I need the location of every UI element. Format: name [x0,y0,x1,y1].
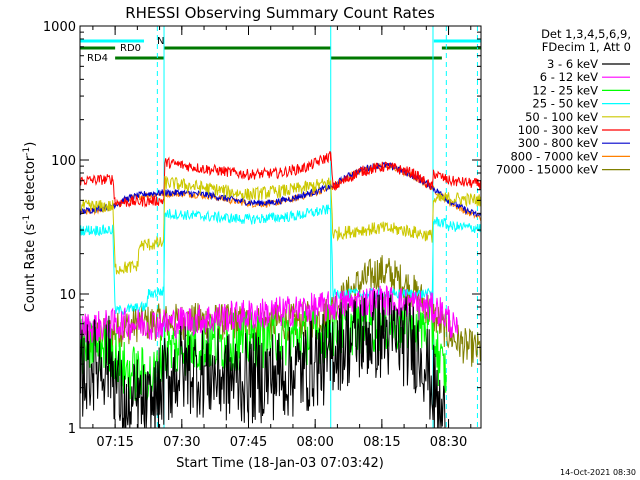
y-tick-label: 1000 [43,20,76,35]
flag-bars: N RD0 RD4 [80,36,481,64]
flag-label-n: N [157,36,164,47]
legend-entry-label: 12 - 25 keV [532,83,598,97]
flag-label-rd0: RD0 [120,43,141,54]
legend-entry-label: 800 - 7000 keV [510,149,598,163]
series-line-5 [79,151,482,209]
series-line-0 [79,291,447,429]
generation-timestamp: 14-Oct-2021 08:30 [560,468,636,477]
y-axis: 1 10 100 1000 [43,20,481,437]
legend-entry-label: 100 - 300 keV [518,123,598,137]
x-axis-label: Start Time (18-Jan-03 07:03:42) [176,456,384,471]
x-tick-label: 08:30 [430,435,467,450]
flag-label-rd4: RD4 [87,53,108,64]
legend: Det 1,3,4,5,6,9, FDecim 1, Att 0 3 - 6 k… [496,27,631,177]
chart-title: RHESSI Observing Summary Count Rates [125,4,435,22]
y-tick-label: 10 [59,288,76,303]
x-tick-label: 07:30 [163,435,200,450]
series-line-1 [79,285,458,344]
legend-entry-label: 3 - 6 keV [547,57,598,71]
x-axis: 07:15 07:30 07:45 08:00 08:15 08:30 [92,26,472,450]
y-axis-label: Count Rate (s-1 detector-1) [22,142,38,313]
legend-entry-label: 7000 - 15000 keV [496,163,598,177]
legend-entry-label: 25 - 50 keV [532,97,598,111]
y-tick-label: 100 [51,154,76,169]
legend-entry-label: 300 - 800 keV [518,136,598,150]
x-tick-label: 08:15 [363,435,400,450]
y-tick-label: 1 [68,422,76,437]
x-tick-label: 07:15 [96,435,133,450]
x-tick-label: 08:00 [296,435,333,450]
legend-entry-label: 6 - 12 keV [540,70,598,84]
legend-header-line-1: Det 1,3,4,5,6,9, [541,27,631,41]
series-group [79,151,482,429]
series-line-4 [79,175,482,275]
x-tick-label: 07:45 [230,435,267,450]
legend-header-line-2: FDecim 1, Att 0 [542,40,631,54]
legend-entry-label: 50 - 100 keV [525,110,598,124]
plot-frame [79,25,482,429]
